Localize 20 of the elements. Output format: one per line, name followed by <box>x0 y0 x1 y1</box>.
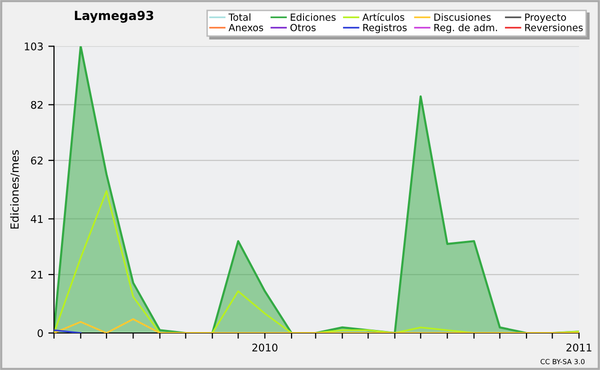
legend-label: Anexos <box>228 24 264 32</box>
legend-label: Reg. de adm. <box>434 24 497 34</box>
legend-label: Ediciones <box>290 13 336 21</box>
y-tick-label: 82 <box>31 100 43 109</box>
legend-label: Artículos <box>362 12 404 21</box>
y-axis-title: Ediciones/mes <box>10 150 20 229</box>
x-tick-label: 2010 <box>252 344 278 352</box>
legend-label: Proyecto <box>525 14 566 23</box>
legend-label: Otros <box>290 24 316 32</box>
y-tick-label: 0 <box>38 329 43 338</box>
legend-label: Total <box>228 13 250 21</box>
chart-title: Laymega93 <box>74 10 154 23</box>
y-tick-label: 62 <box>31 156 43 164</box>
y-tick-label: 21 <box>31 270 43 278</box>
y-tick-label: 103 <box>24 42 43 50</box>
x-tick-label: 2011 <box>566 344 592 352</box>
y-tick-label: 41 <box>30 215 43 223</box>
legend-label: Reversiones <box>525 24 583 32</box>
legend-label: Discusiones <box>434 13 491 21</box>
legend-label: Registros <box>363 24 407 34</box>
